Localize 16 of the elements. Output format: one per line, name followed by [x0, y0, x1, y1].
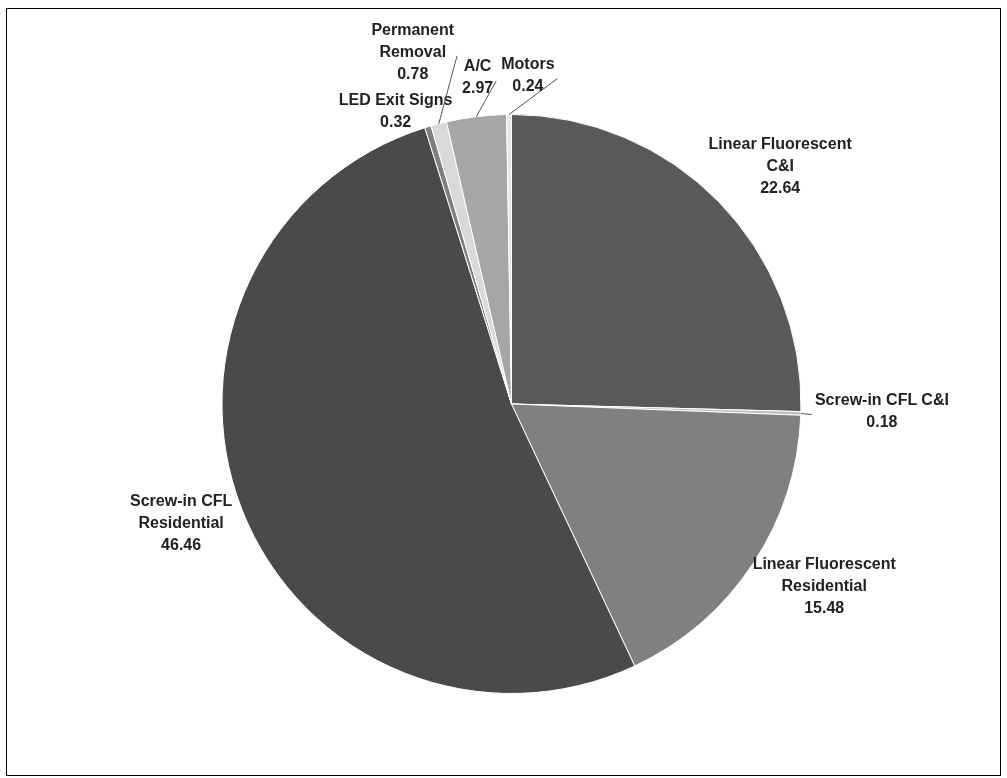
slice-label: Screw-in CFL Residential	[130, 491, 233, 531]
slice-label: LED Exit Signs	[338, 91, 453, 109]
slice-label: Permanent Removal	[371, 21, 455, 61]
data-label: 46.46	[161, 535, 202, 553]
data-label: 0.18	[866, 413, 898, 431]
slice-label: A/C	[463, 57, 492, 75]
data-label: 2.97	[462, 79, 494, 97]
slice-label: Linear Fluorescent Residential	[752, 555, 897, 595]
data-label: 0.24	[512, 76, 544, 94]
data-label: 22.64	[760, 178, 801, 196]
slice-label: Motors	[501, 54, 555, 72]
data-label: 0.32	[380, 113, 412, 131]
slice-label: Linear Fluorescent C&I	[708, 134, 853, 174]
slice-label: Screw-in CFL C&I	[814, 391, 949, 409]
data-label: 0.78	[397, 65, 429, 83]
data-label: 15.48	[804, 599, 845, 617]
